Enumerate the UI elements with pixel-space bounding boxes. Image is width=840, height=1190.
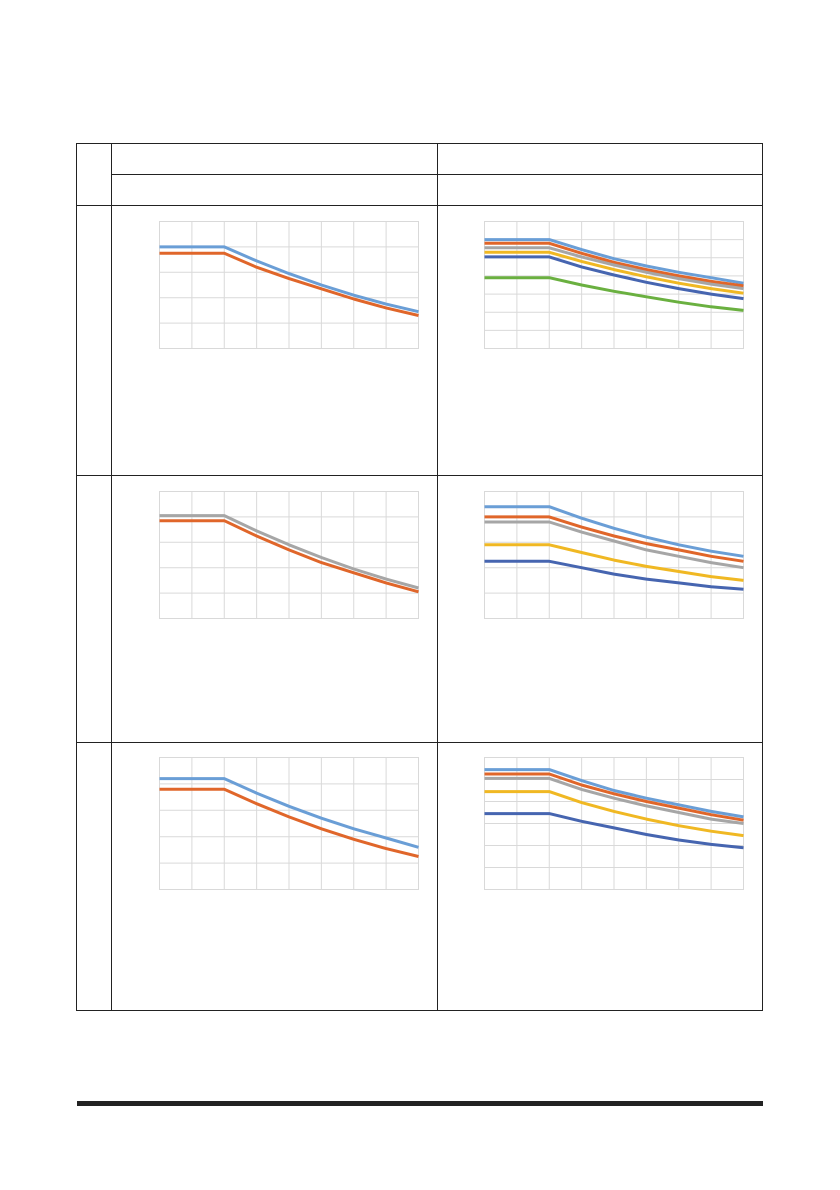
series-line-0	[484, 505, 744, 558]
series-line-4	[484, 812, 744, 850]
series-line-0	[484, 768, 744, 819]
series-line-4	[484, 255, 744, 301]
series-line-2	[484, 776, 744, 825]
series-line-0	[159, 514, 419, 590]
gridlines	[159, 491, 419, 619]
chart-row-1-right	[484, 221, 744, 349]
series-line-1	[484, 772, 744, 822]
series-line-5	[484, 276, 744, 312]
footer-rule	[77, 1101, 763, 1106]
gridlines	[484, 757, 744, 890]
series-line-0	[159, 777, 419, 849]
figure-table	[76, 143, 763, 1011]
gridlines	[159, 221, 419, 349]
series-line-1	[484, 241, 744, 288]
series-line-4	[484, 559, 744, 591]
series-line-3	[484, 250, 744, 295]
series-line-0	[484, 238, 744, 285]
table-divider-middle	[437, 144, 439, 1010]
table-divider-row-1	[77, 475, 762, 477]
gridlines	[159, 757, 419, 890]
chart-row-3-right	[484, 757, 744, 890]
table-divider-header	[111, 174, 762, 176]
series-line-1	[484, 515, 744, 563]
series-line-3	[484, 543, 744, 582]
table-divider-subheader	[77, 205, 762, 207]
chart-row-2-right	[484, 491, 744, 619]
series-line-1	[159, 519, 419, 594]
gridlines	[484, 491, 744, 619]
table-divider-left	[111, 144, 113, 1010]
series-line-0	[159, 245, 419, 314]
series-line-2	[484, 246, 744, 291]
series-line-1	[159, 251, 419, 317]
chart-row-1-left	[159, 221, 419, 349]
series-line-3	[484, 790, 744, 838]
chart-row-3-left	[159, 757, 419, 890]
chart-row-2-left	[159, 491, 419, 619]
series-line-1	[159, 787, 419, 858]
series-line-2	[484, 520, 744, 570]
table-divider-row-2	[77, 742, 762, 744]
